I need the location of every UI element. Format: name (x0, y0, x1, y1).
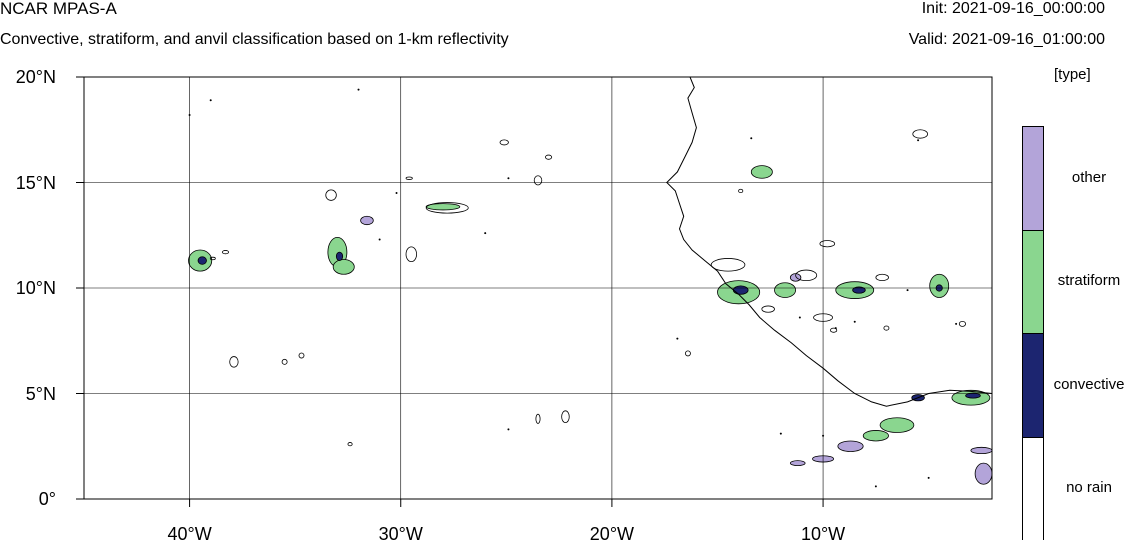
rain-speck (955, 322, 958, 325)
rain-outline (830, 327, 838, 333)
rain-cell-stratiform (332, 259, 355, 275)
rain-cell-stratiform (774, 282, 797, 298)
rain-cell-convective (852, 286, 866, 294)
lat-tick-label: 5°N (25, 383, 56, 404)
rain-outline (298, 352, 305, 359)
figure-subtitle: Convective, stratiform, and anvil classi… (0, 31, 509, 48)
rain-cell-other (974, 462, 992, 485)
lat-tick-label: 10°N (15, 278, 56, 298)
rain-outline (710, 258, 746, 272)
legend-colorbar (1022, 126, 1044, 541)
rain-outline (684, 350, 691, 357)
rain-outline (819, 240, 836, 248)
rain-outline (405, 176, 413, 180)
rain-cell-other (360, 215, 374, 226)
legend-swatch-other (1023, 127, 1043, 231)
rain-speck (209, 99, 212, 102)
valid-time-label: Valid: 2021-09-16_01:00:00 (908, 31, 1105, 48)
legend-label-convective: convective (1053, 375, 1125, 393)
rain-outline (535, 413, 541, 424)
init-time-label: Init: 2021-09-16_00:00:00 (921, 0, 1105, 17)
rain-speck (357, 88, 360, 91)
rain-speck (676, 337, 679, 340)
legend-swatch-convective (1023, 334, 1043, 438)
coastline (666, 77, 992, 407)
rain-outline (347, 442, 353, 447)
tick-marks (76, 76, 824, 507)
rain-cell-other (970, 446, 992, 455)
rain-outline (499, 139, 509, 146)
rain-outline (221, 250, 230, 255)
rain-cell-convective (335, 251, 344, 261)
rain-outline (958, 320, 967, 327)
rain-outline (883, 325, 890, 331)
rain-outline (761, 305, 775, 313)
legend-swatch-no-rain (1023, 437, 1043, 541)
rain-outline (281, 358, 288, 365)
rain-cell-stratiform (862, 430, 889, 442)
rain-cell-convective (965, 392, 981, 399)
rain-cell-convective (732, 285, 749, 295)
lon-tick-label: 10°W (800, 524, 846, 544)
rain-speck (507, 428, 510, 431)
rain-speck (395, 192, 398, 195)
rain-outline (405, 246, 417, 263)
rain-speck (927, 476, 930, 479)
rain-speck (798, 316, 801, 319)
figure-title: NCAR MPAS-A (0, 0, 117, 18)
rain-outline (533, 175, 543, 186)
rain-cell-stratiform (879, 417, 915, 433)
rain-outline (209, 256, 216, 261)
rain-speck (484, 232, 487, 235)
lat-tick-label: 15°N (15, 172, 56, 193)
rain-outline (229, 356, 239, 368)
legend-label-stratiform: stratiform (1057, 272, 1121, 290)
rain-speck (917, 139, 920, 142)
rain-outline (738, 188, 744, 194)
rain-cell-stratiform (750, 165, 773, 179)
legend-swatch-stratiform (1023, 230, 1043, 334)
lon-tick-label: 30°W (378, 524, 423, 544)
rain-speck (906, 289, 909, 292)
rain-cell-other (789, 460, 806, 467)
rain-speck (779, 432, 782, 435)
lat-tick-label: 20°N (15, 67, 56, 87)
legend-label-other: other (1071, 168, 1107, 186)
lon-tick-label: 20°W (589, 524, 635, 544)
rain-speck (378, 238, 381, 241)
gridlines-layer (84, 77, 992, 499)
rain-cells-layer (188, 88, 992, 488)
rain-speck (750, 137, 753, 140)
rain-outline (875, 273, 889, 282)
rain-cell-other (837, 440, 864, 452)
rain-outline (325, 189, 337, 201)
rain-speck (853, 320, 856, 323)
lat-tick-label: 0° (38, 489, 56, 509)
coastline-layer (666, 77, 992, 407)
rain-speck (834, 327, 837, 330)
legend-unit-label: [type] (1054, 66, 1091, 83)
rain-cell-other (789, 273, 802, 282)
rain-speck (874, 485, 877, 488)
legend-label-no-rain: no rain (1066, 479, 1112, 497)
rain-outline (425, 202, 469, 214)
rain-speck (507, 177, 510, 180)
rain-outline (561, 410, 570, 424)
rain-outline (912, 129, 928, 139)
lon-tick-label: 40°W (167, 524, 212, 544)
rain-outline (795, 269, 818, 282)
rain-outline (544, 154, 553, 160)
rain-cell-convective (197, 256, 207, 265)
